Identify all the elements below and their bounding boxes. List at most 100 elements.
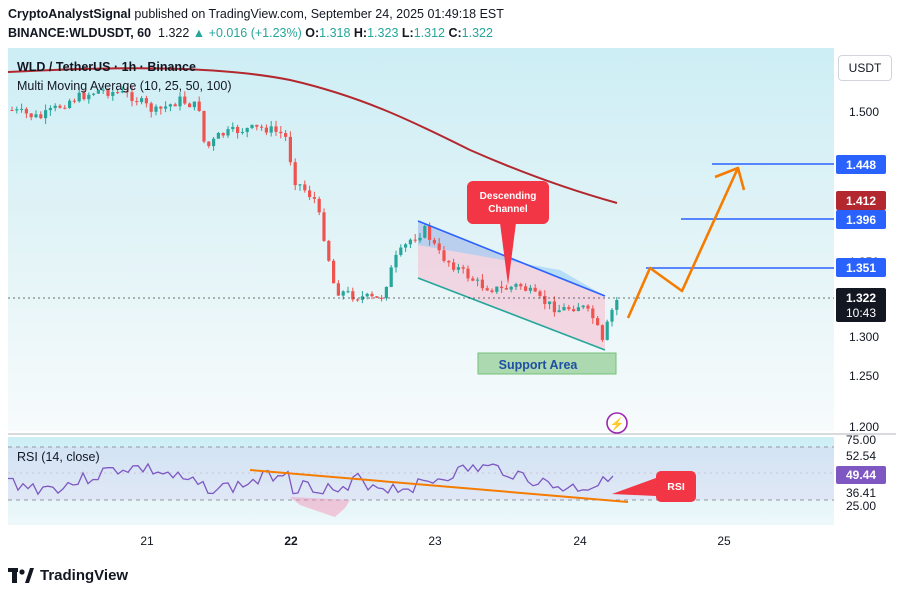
candle-body: [317, 198, 321, 213]
candle-body: [389, 267, 393, 287]
candle-body: [240, 131, 244, 133]
candle-body: [461, 267, 465, 269]
candle-body: [428, 225, 432, 240]
symbol-label[interactable]: BINANCE:WLDUSDT, 60: [8, 26, 152, 40]
price-tick-5: 1.300: [849, 330, 879, 344]
candle-body: [135, 101, 139, 103]
open-value: 1.318: [319, 26, 351, 40]
candle-body: [360, 296, 364, 300]
candle-body: [380, 297, 384, 299]
candle-body: [452, 262, 456, 270]
candle-body: [101, 89, 105, 91]
candle-body: [164, 106, 168, 109]
time-tick-25: 25: [717, 534, 731, 548]
last-price-badge: [836, 288, 886, 322]
channel-callout-line1: Descending: [480, 191, 537, 202]
candle-body: [87, 94, 91, 100]
channel-callout[interactable]: [467, 181, 549, 224]
high-label: H:: [353, 26, 368, 40]
moving-average-line[interactable]: [7, 67, 618, 204]
quote-line: BINANCE:WLDUSDT, 60 1.322 ▲ +0.016 (+1.2…: [8, 26, 493, 40]
rsi-pane[interactable]: [8, 437, 834, 525]
rsi-callout[interactable]: [656, 471, 696, 502]
candle-body: [92, 93, 96, 95]
candle-body: [250, 124, 254, 129]
candle-body: [447, 260, 451, 263]
candle-body: [423, 225, 427, 238]
publisher-name[interactable]: CryptoAnalystSignal: [8, 7, 131, 21]
rsi-trendline[interactable]: [249, 469, 629, 503]
candle-body: [495, 286, 499, 292]
support-area-box[interactable]: [477, 352, 617, 375]
candle-body: [116, 92, 120, 94]
candle-body: [533, 287, 537, 292]
candle-body: [168, 104, 172, 107]
candle-body: [327, 240, 331, 261]
tradingview-logo-icon: [8, 568, 34, 583]
event-circle[interactable]: [606, 412, 628, 434]
chart-title[interactable]: WLD / TetherUS · 1h · Binance: [17, 60, 196, 74]
target3-price-badge: [836, 155, 886, 174]
candle-body: [216, 132, 220, 139]
candle-body: [404, 244, 408, 248]
candle-body: [504, 288, 508, 290]
rsi-tick-25: 25.00: [846, 499, 876, 513]
candle-body: [394, 254, 398, 268]
candle-body: [48, 107, 52, 111]
candle-body: [500, 286, 504, 289]
candle-body: [212, 138, 216, 147]
candle-body: [312, 197, 316, 199]
price-axis[interactable]: [834, 48, 896, 431]
candle-body: [538, 291, 542, 296]
candle-body: [399, 247, 403, 255]
rsi-line[interactable]: [8, 462, 614, 496]
candle-body: [188, 103, 192, 108]
candle-body: [490, 290, 494, 292]
candle-body: [293, 162, 297, 186]
candle-body: [567, 307, 571, 310]
currency-button[interactable]: USDT: [838, 55, 892, 81]
time-axis[interactable]: [8, 525, 896, 555]
candle-body: [284, 133, 288, 137]
candle-body: [264, 127, 268, 133]
target2-price: 1.396: [846, 213, 876, 227]
rsi-indicator-label[interactable]: RSI (14, close): [17, 450, 100, 464]
tradingview-logo[interactable]: TradingView: [8, 567, 128, 584]
candle-body: [615, 300, 619, 310]
price-tick-6: 1.250: [849, 369, 879, 383]
candle-body: [125, 91, 129, 93]
candle-body: [15, 109, 19, 111]
candle-body: [159, 106, 163, 109]
projection-path[interactable]: [626, 169, 739, 319]
candle-body: [279, 131, 283, 134]
candle-body: [34, 114, 38, 118]
candle-body: [221, 132, 225, 136]
close-label: C:: [448, 26, 462, 40]
candle-body: [192, 101, 196, 108]
open-label: O:: [305, 26, 320, 40]
time-tick-24: 24: [573, 534, 587, 548]
candle-body: [442, 250, 446, 261]
candle-body: [384, 286, 388, 299]
ma-indicator-label[interactable]: Multi Moving Average (10, 25, 50, 100): [17, 79, 232, 93]
candle-body: [288, 136, 292, 163]
candle-body: [476, 279, 480, 281]
candle-body: [96, 90, 100, 94]
candle-body: [581, 305, 585, 308]
up-arrow-icon: ▲: [192, 26, 206, 40]
candle-body: [509, 286, 513, 290]
candle-body: [149, 103, 153, 112]
candle-body: [341, 291, 345, 296]
candle-body: [39, 114, 43, 119]
candle-body: [197, 101, 201, 111]
candle-body: [82, 92, 86, 100]
candle-body: [63, 107, 67, 109]
candle-body: [53, 105, 57, 108]
candle-body: [370, 293, 374, 297]
target1-price: 1.351: [846, 261, 876, 275]
candle-body: [29, 113, 33, 118]
candle-body: [298, 184, 302, 186]
channel-lower-line[interactable]: [417, 277, 606, 351]
channel-upper-line[interactable]: [417, 220, 606, 297]
